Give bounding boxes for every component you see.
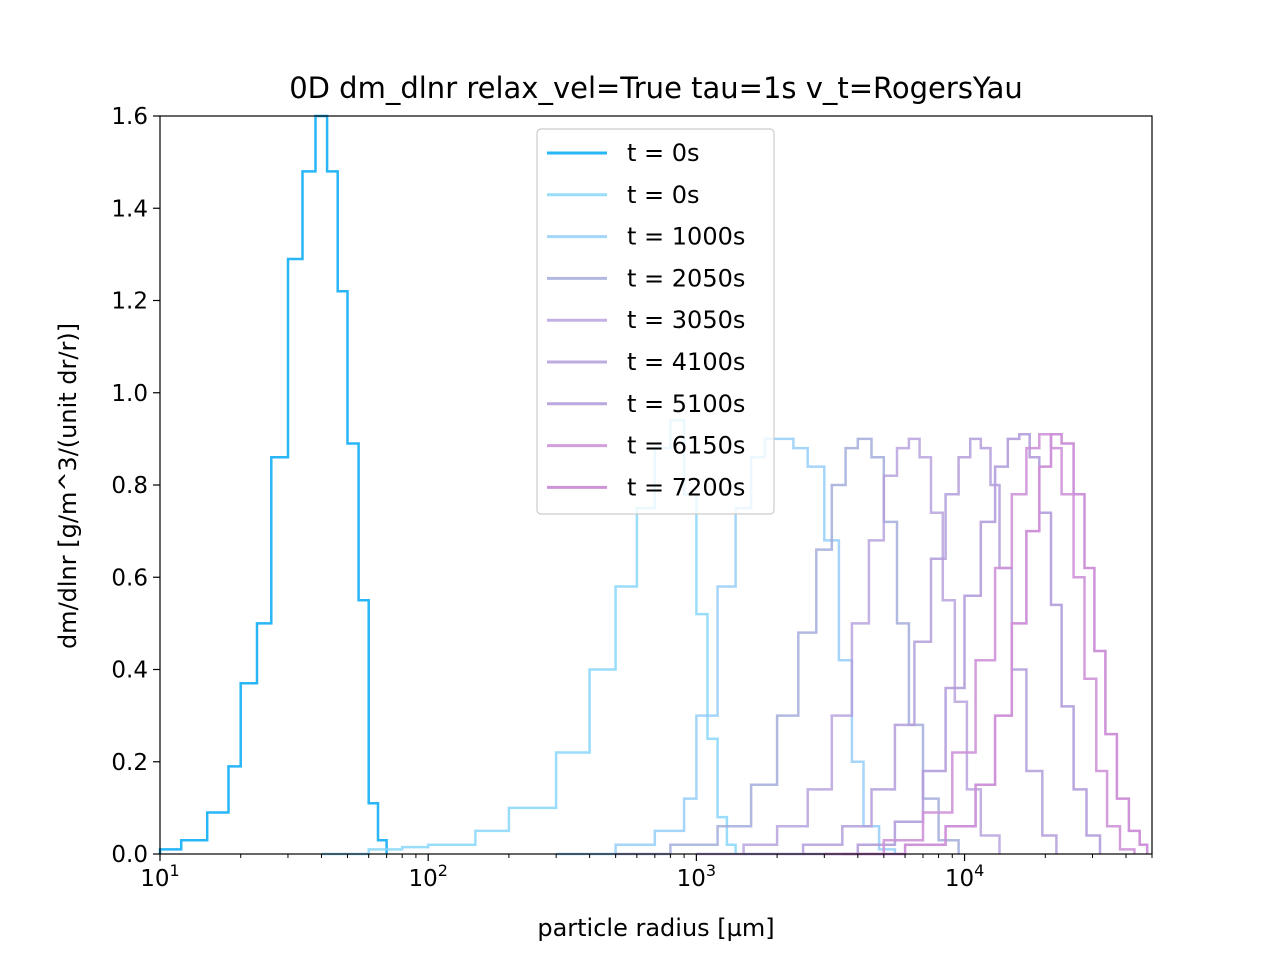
series-line-7 [824,433,1136,856]
y-tick-label: 1.2 [111,289,148,315]
series-line-1 [321,419,737,856]
y-tick-label: 1.6 [111,104,148,130]
legend: t = 0s t = 0s t = 1000s t = 2050s t = 3050s t… [536,128,775,515]
x-axis-label: particle radius [µm] [537,914,774,942]
series-line-0 [158,114,388,854]
y-axis-label: dm/dlnr [g/m^3/(unit dr/r)] [54,323,82,649]
series-line-4 [696,437,1001,856]
series-line-3 [615,437,960,856]
y-tick-label: 1.4 [111,196,148,222]
y-tick-label: 0.4 [111,658,148,684]
axes-layer: 0.0 0.2 0.4 0.6 0.8 1.0 1.2 1.4 1.6 101 102 103 104 [111,104,1153,892]
legend-label: t = 5100s [627,390,745,418]
legend-box [536,128,775,515]
x-tick-label: 102 [408,861,447,892]
legend-label: t = 0s [627,139,700,167]
y-tick-label: 0.0 [111,842,148,868]
series-line-6 [803,433,1102,856]
legend-label: t = 7200s [627,473,745,501]
y-tick-label: 0.6 [111,565,148,591]
x-tick-label: 103 [677,861,716,892]
y-tick-label: 0.2 [111,750,148,776]
y-tick-label: 0.8 [111,473,148,499]
y-tick-label: 1.0 [111,381,148,407]
legend-label: t = 4100s [627,348,745,376]
legend-label: t = 3050s [627,306,745,334]
x-tick-label: 101 [140,861,179,892]
chart-title: 0D dm_dlnr relax_vel=True tau=1s v_t=Rog… [289,71,1023,105]
series-line-8 [842,433,1149,856]
legend-label: t = 0s [627,181,700,209]
legend-label: t = 6150s [627,432,745,460]
legend-label: t = 2050s [627,264,745,292]
series-line-5 [743,437,1058,856]
legend-label: t = 1000s [627,223,745,251]
x-tick-label: 104 [945,861,984,892]
